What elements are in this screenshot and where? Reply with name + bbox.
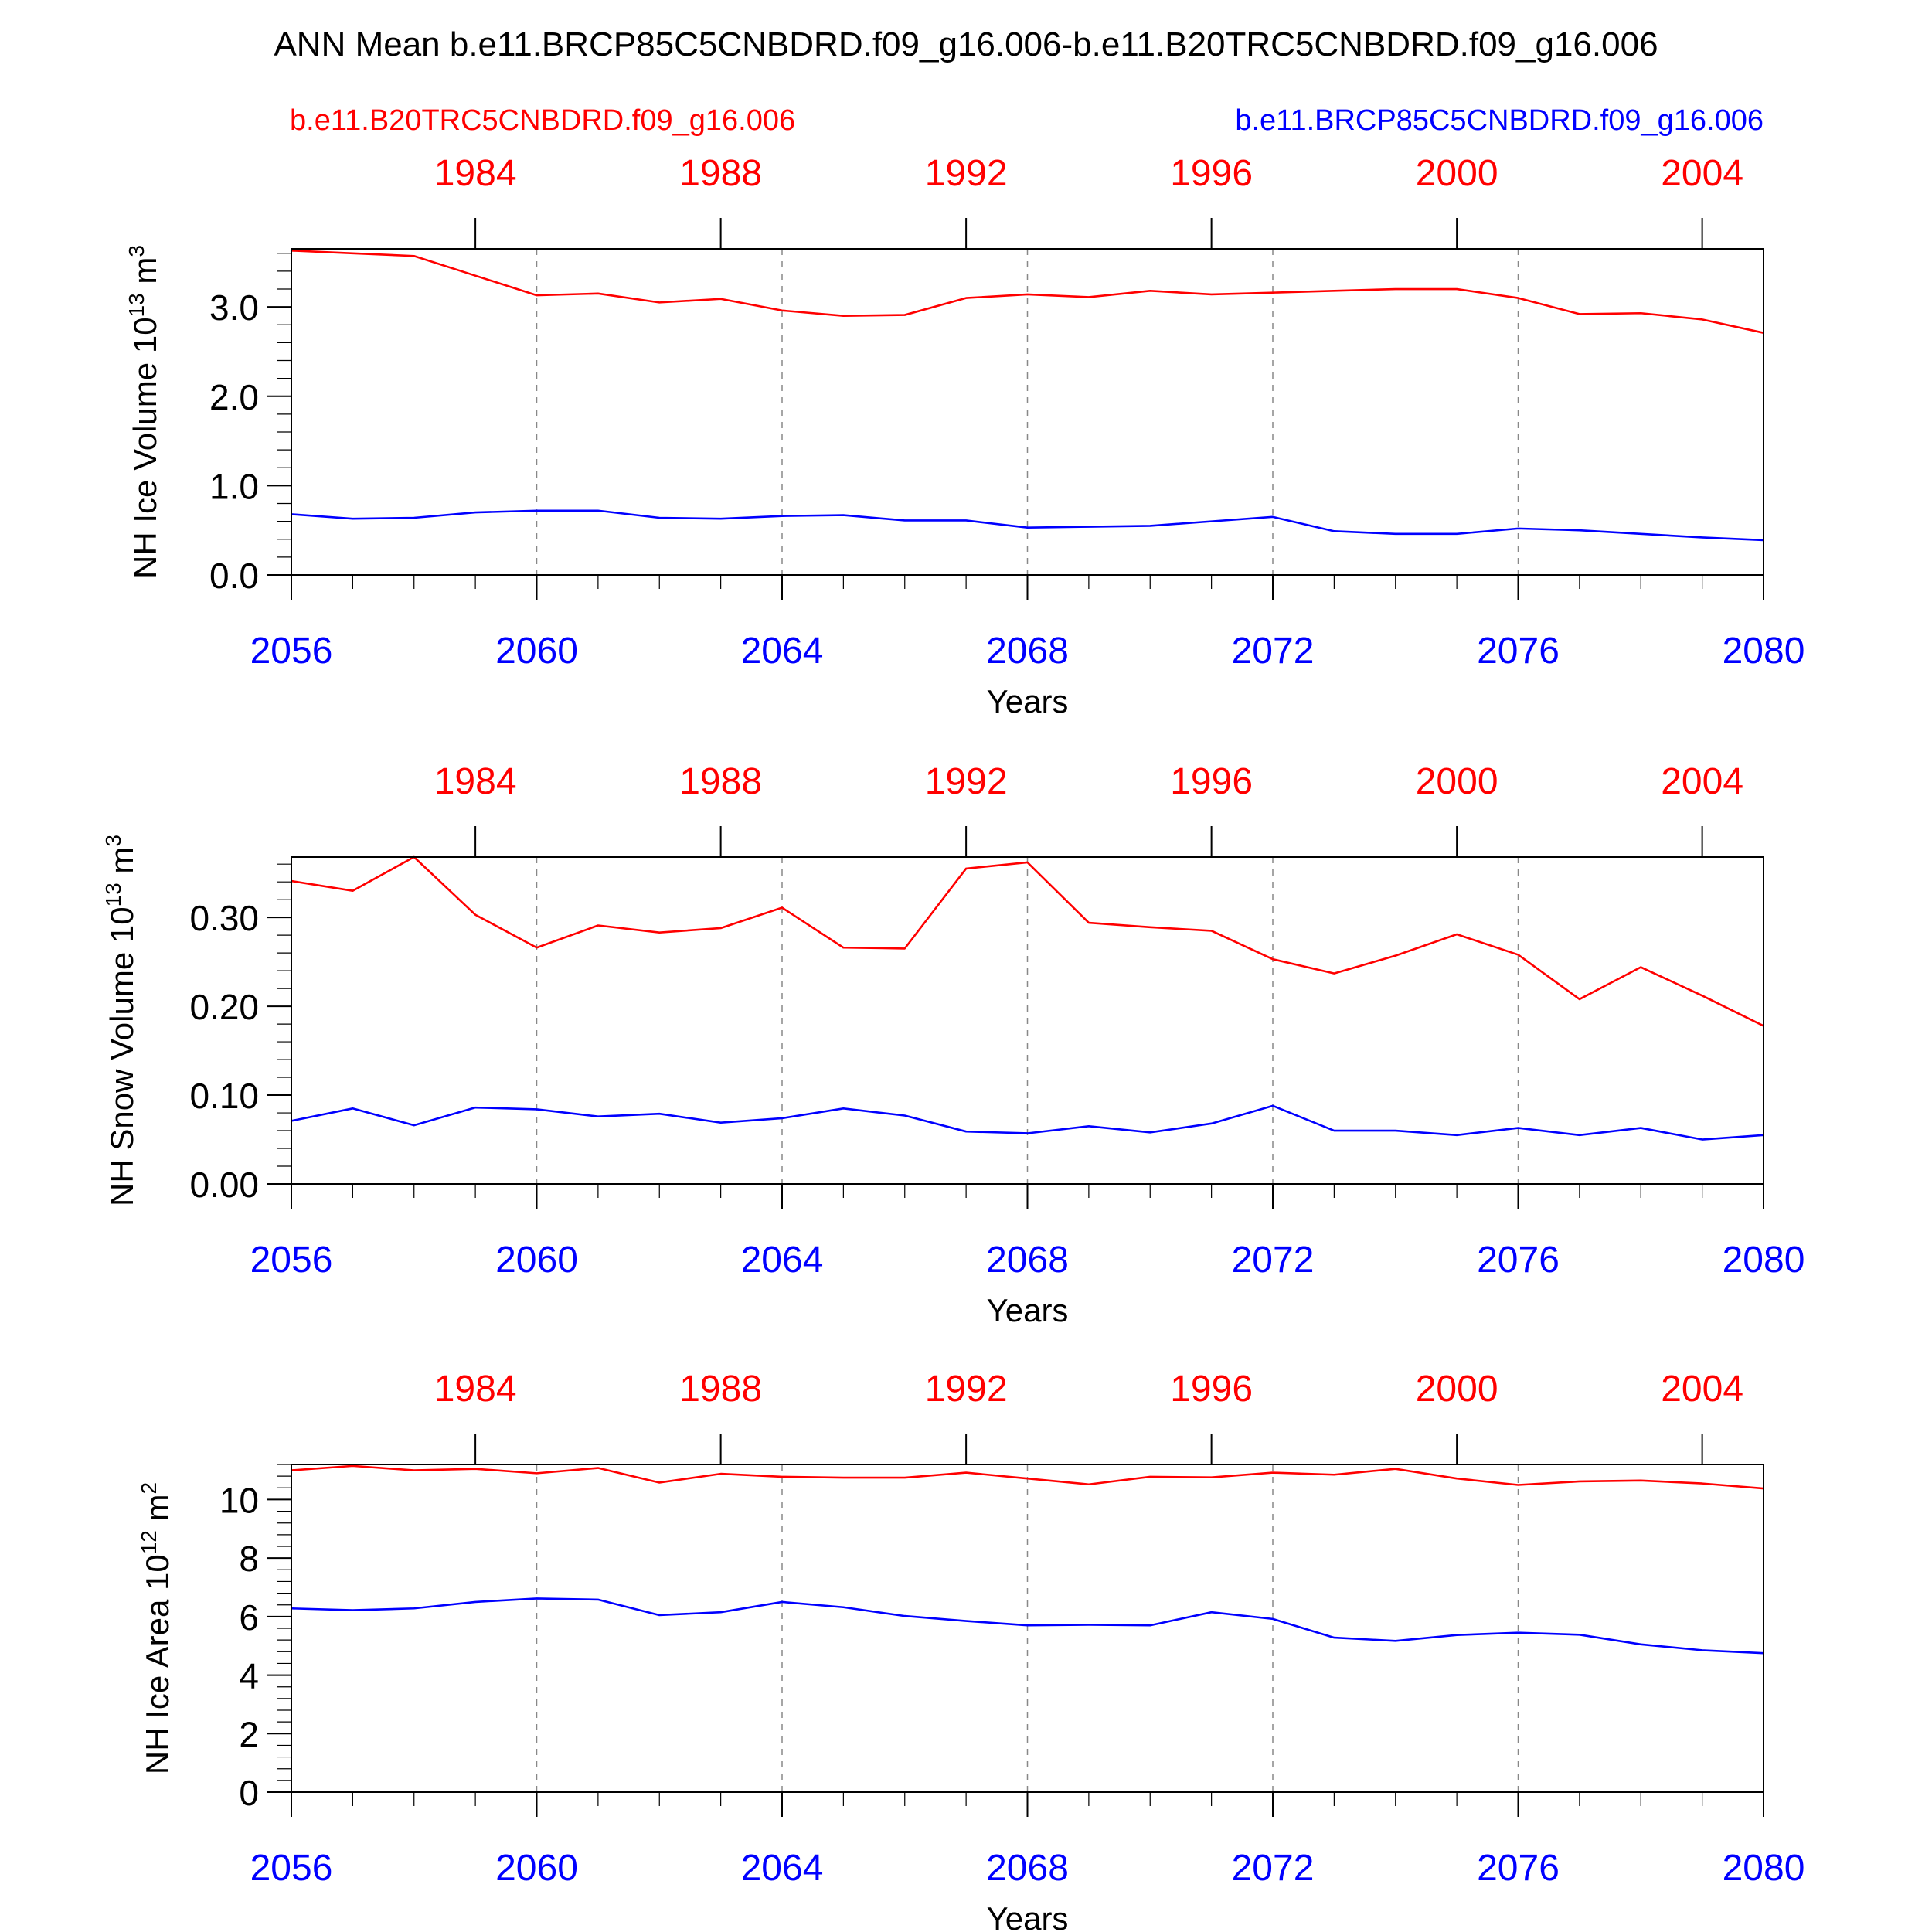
x-bottom-tick-label: 2068 [986,1848,1069,1889]
x-top-tick-label: 2004 [1661,1369,1743,1410]
y-tick-label: 0.30 [189,898,259,938]
y-tick-label: 0.10 [189,1076,259,1116]
x-axis-label: Years [987,683,1069,719]
x-bottom-tick-label: 2064 [741,1240,824,1281]
y-axis-label: NH Ice Area 1012 m2 [137,1482,175,1774]
x-top-tick-label: 2000 [1416,153,1498,194]
x-bottom-tick-label: 2064 [741,1848,824,1889]
y-tick-label: 0.00 [189,1165,259,1205]
x-bottom-tick-label: 2076 [1477,631,1560,672]
x-bottom-tick-label: 2060 [495,1848,578,1889]
x-bottom-tick-label: 2060 [495,1240,578,1281]
x-top-tick-label: 2004 [1661,761,1743,802]
x-top-tick-label: 1988 [679,1369,762,1410]
panel-2: 0.00 0.10 0.20 0.30 2056 2060 2064 2068 2072 2076… [101,761,1804,1328]
x-top-tick-label: 1996 [1170,761,1253,802]
series-line-red [291,250,1764,334]
x-top-tick-label: 1984 [434,1369,517,1410]
x-top-tick-label: 2004 [1661,153,1743,194]
x-bottom-tick-label: 2060 [495,631,578,672]
x-bottom-tick-label: 2056 [250,1240,333,1281]
x-top-tick-label: 1992 [925,1369,1008,1410]
x-bottom-tick-label: 2072 [1232,631,1315,672]
x-bottom-tick-label: 2056 [250,1848,333,1889]
y-tick-label: 2.0 [209,377,259,417]
panel-3: 0 2 4 6 8 10 2056 2060 2064 2068 2072 2076 2080 1984 1… [137,1369,1804,1932]
y-axis-label: NH Snow Volume 1013 m3 [101,835,140,1206]
y-tick-label: 10 [219,1480,259,1520]
legend-right-label: b.e11.BRCP85C5CNBDRD.f09_g16.006 [1235,104,1764,137]
x-top-tick-label: 2000 [1416,761,1498,802]
series-line-red [291,855,1764,1027]
y-tick-label: 0.0 [209,556,259,596]
y-tick-label: 1.0 [209,466,259,506]
x-bottom-tick-label: 2080 [1723,631,1805,672]
y-tick-label: 0.20 [189,987,259,1027]
x-bottom-tick-label: 2072 [1232,1848,1315,1889]
legend-left-label: b.e11.B20TRC5CNBDRD.f09_g16.006 [290,104,795,137]
y-tick-label: 4 [239,1656,259,1696]
series-line-blue [291,1104,1764,1141]
x-top-tick-label: 1984 [434,153,517,194]
x-bottom-tick-label: 2068 [986,631,1069,672]
x-bottom-tick-label: 2076 [1477,1240,1560,1281]
x-axis-label: Years [987,1292,1069,1328]
x-bottom-tick-label: 2056 [250,631,333,672]
x-top-tick-label: 2000 [1416,1369,1498,1410]
y-tick-label: 2 [239,1714,259,1754]
series-line-blue [291,1597,1764,1655]
x-top-tick-label: 1992 [925,153,1008,194]
y-tick-label: 6 [239,1597,259,1638]
x-top-tick-label: 1984 [434,761,517,802]
x-top-tick-label: 1988 [679,761,762,802]
y-tick-label: 3.0 [209,287,259,328]
x-bottom-tick-label: 2064 [741,631,824,672]
series-line-red [291,1464,1764,1490]
x-top-tick-label: 1988 [679,153,762,194]
x-top-tick-label: 1996 [1170,153,1253,194]
figure-title: ANN Mean b.e11.BRCP85C5CNBDRD.f09_g16.00… [274,26,1658,63]
panel-1: 0.0 1.0 2.0 3.0 2056 2060 2064 2068 2072 2076 2080… [124,153,1804,719]
x-bottom-tick-label: 2080 [1723,1848,1805,1889]
x-top-tick-label: 1996 [1170,1369,1253,1410]
x-bottom-tick-label: 2076 [1477,1848,1560,1889]
y-tick-label: 8 [239,1539,259,1579]
y-tick-label: 0 [239,1773,259,1813]
y-axis-label: NH Ice Volume 1013 m3 [124,245,163,579]
x-bottom-tick-label: 2072 [1232,1240,1315,1281]
x-bottom-tick-label: 2080 [1723,1240,1805,1281]
x-top-tick-label: 1992 [925,761,1008,802]
x-axis-label: Years [987,1900,1069,1932]
series-line-blue [291,509,1764,542]
x-bottom-tick-label: 2068 [986,1240,1069,1281]
